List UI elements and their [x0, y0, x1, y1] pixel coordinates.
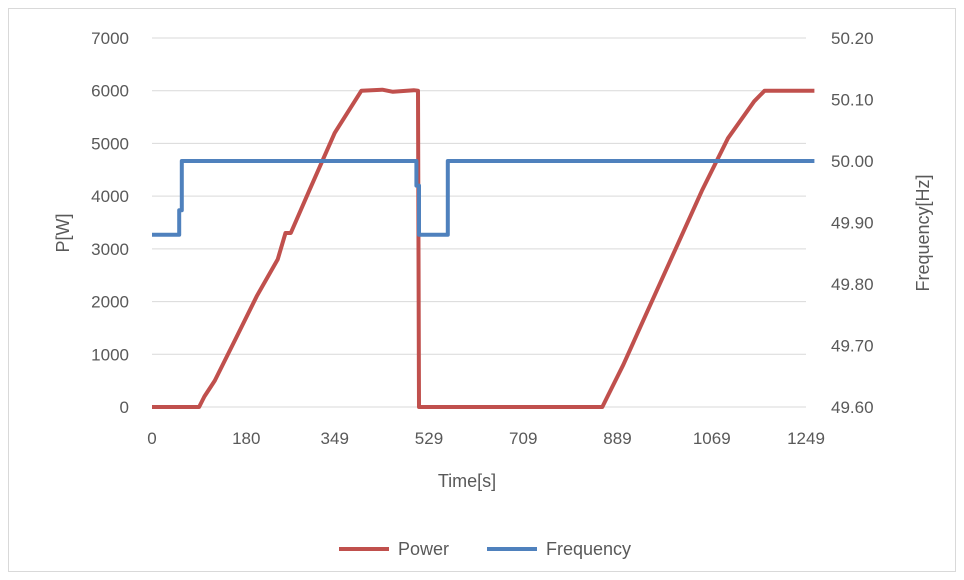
right-y-tick-label: 50.10 — [831, 91, 874, 110]
series-lines — [152, 87, 815, 409]
series-line-frequency — [152, 159, 815, 237]
line-chart: 0 1000 2000 3000 4000 5000 6000 7000 49.60 49.70… — [53, 29, 933, 559]
gridlines — [152, 37, 806, 408]
x-tick-label: 0 — [147, 429, 156, 448]
left-y-tick-label: 0 — [120, 398, 129, 417]
left-y-tick-label: 2000 — [91, 293, 129, 312]
right-y-tick-label: 49.90 — [831, 214, 874, 233]
x-tick-label: 889 — [603, 429, 631, 448]
right-y-tick-label: 50.00 — [831, 152, 874, 171]
left-y-tick-label: 5000 — [91, 134, 129, 153]
x-tick-label: 709 — [509, 429, 537, 448]
x-tick-label: 349 — [321, 429, 349, 448]
left-y-tick-label: 7000 — [91, 29, 129, 48]
left-y-tick-label: 1000 — [91, 345, 129, 364]
right-y-tick-label: 49.60 — [831, 398, 874, 417]
left-y-tick-label: 3000 — [91, 240, 129, 259]
x-tick-label: 529 — [415, 429, 443, 448]
legend-label-frequency: Frequency — [546, 539, 631, 559]
legend: Power Frequency — [339, 539, 631, 559]
series-line-power — [152, 87, 815, 409]
left-y-axis-ticks: 0 1000 2000 3000 4000 5000 6000 7000 — [91, 29, 129, 417]
right-y-axis-ticks: 49.60 49.70 49.80 49.90 50.00 50.10 50.20 — [831, 29, 874, 417]
right-y-tick-label: 50.20 — [831, 29, 874, 48]
legend-label-power: Power — [398, 539, 449, 559]
x-axis-ticks: 0 180 349 529 709 889 1069 1249 — [147, 429, 825, 448]
x-tick-label: 180 — [232, 429, 260, 448]
left-y-tick-label: 4000 — [91, 187, 129, 206]
right-y-tick-label: 49.70 — [831, 337, 874, 356]
right-y-axis-title: Frequency[Hz] — [913, 174, 933, 291]
left-y-axis-title: P[W] — [53, 214, 73, 253]
chart-frame: 0 1000 2000 3000 4000 5000 6000 7000 49.60 49.70… — [8, 8, 956, 572]
x-axis-title: Time[s] — [438, 471, 496, 491]
left-y-tick-label: 6000 — [91, 82, 129, 101]
right-y-tick-label: 49.80 — [831, 275, 874, 294]
x-tick-label: 1069 — [693, 429, 731, 448]
x-tick-label: 1249 — [787, 429, 825, 448]
